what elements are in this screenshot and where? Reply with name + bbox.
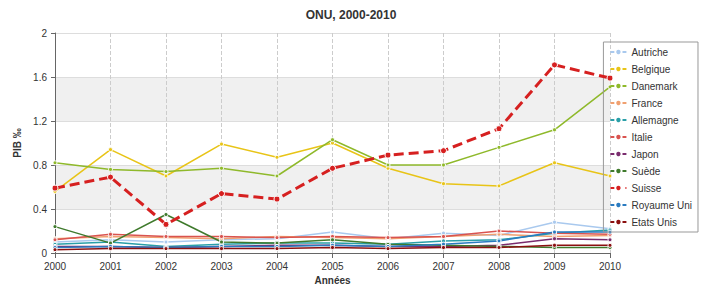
svg-text:2006: 2006 — [377, 261, 400, 272]
svg-text:2010: 2010 — [599, 261, 622, 272]
svg-text:2: 2 — [41, 28, 47, 39]
svg-text:Autriche: Autriche — [631, 47, 668, 58]
svg-text:2000: 2000 — [44, 261, 67, 272]
svg-text:1.2: 1.2 — [33, 116, 47, 127]
svg-text:2004: 2004 — [266, 261, 289, 272]
svg-text:2005: 2005 — [321, 261, 344, 272]
svg-text:2009: 2009 — [543, 261, 566, 272]
svg-text:0: 0 — [41, 248, 47, 259]
svg-text:PIB ‰: PIB ‰ — [12, 128, 23, 157]
svg-text:2001: 2001 — [99, 261, 122, 272]
svg-text:2003: 2003 — [210, 261, 233, 272]
svg-text:0.4: 0.4 — [33, 204, 47, 215]
svg-text:Etats Unis: Etats Unis — [631, 217, 677, 228]
svg-text:2002: 2002 — [155, 261, 178, 272]
svg-text:0.8: 0.8 — [33, 160, 47, 171]
svg-text:Japon: Japon — [631, 149, 658, 160]
svg-text:ONU, 2000-2010: ONU, 2000-2010 — [306, 8, 397, 22]
svg-text:2008: 2008 — [488, 261, 511, 272]
svg-text:Danemark: Danemark — [631, 81, 678, 92]
svg-text:2007: 2007 — [432, 261, 455, 272]
svg-text:Royaume Uni: Royaume Uni — [631, 200, 692, 211]
svg-text:Suisse: Suisse — [631, 183, 661, 194]
svg-text:Suède: Suède — [631, 166, 660, 177]
svg-text:Allemagne: Allemagne — [631, 115, 679, 126]
svg-text:Belgique: Belgique — [631, 64, 670, 75]
svg-text:Années: Années — [314, 275, 351, 286]
svg-text:France: France — [631, 98, 663, 109]
svg-text:1.6: 1.6 — [33, 72, 47, 83]
svg-text:Italie: Italie — [631, 132, 653, 143]
